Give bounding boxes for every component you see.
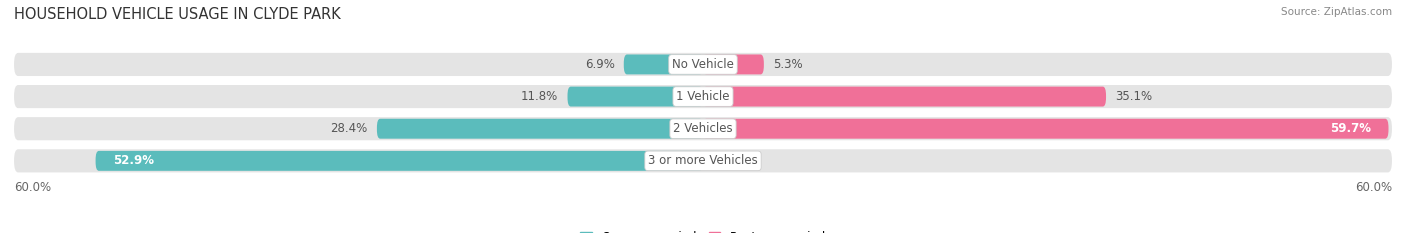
FancyBboxPatch shape — [96, 151, 703, 171]
FancyBboxPatch shape — [703, 87, 1107, 106]
Text: 59.7%: 59.7% — [1330, 122, 1371, 135]
FancyBboxPatch shape — [624, 55, 703, 74]
FancyBboxPatch shape — [14, 85, 1392, 108]
Legend: Owner-occupied, Renter-occupied: Owner-occupied, Renter-occupied — [575, 226, 831, 233]
Text: 0.0%: 0.0% — [713, 154, 742, 167]
Text: 1 Vehicle: 1 Vehicle — [676, 90, 730, 103]
Text: 2 Vehicles: 2 Vehicles — [673, 122, 733, 135]
Text: Source: ZipAtlas.com: Source: ZipAtlas.com — [1281, 7, 1392, 17]
FancyBboxPatch shape — [377, 119, 703, 139]
Text: 6.9%: 6.9% — [585, 58, 614, 71]
Text: 52.9%: 52.9% — [112, 154, 153, 167]
FancyBboxPatch shape — [703, 119, 1389, 139]
Text: 35.1%: 35.1% — [1115, 90, 1153, 103]
FancyBboxPatch shape — [14, 53, 1392, 76]
Text: 3 or more Vehicles: 3 or more Vehicles — [648, 154, 758, 167]
Text: 28.4%: 28.4% — [330, 122, 368, 135]
FancyBboxPatch shape — [14, 149, 1392, 172]
Text: No Vehicle: No Vehicle — [672, 58, 734, 71]
Text: 60.0%: 60.0% — [14, 181, 51, 194]
Text: 5.3%: 5.3% — [773, 58, 803, 71]
FancyBboxPatch shape — [14, 117, 1392, 140]
Text: HOUSEHOLD VEHICLE USAGE IN CLYDE PARK: HOUSEHOLD VEHICLE USAGE IN CLYDE PARK — [14, 7, 340, 22]
FancyBboxPatch shape — [703, 55, 763, 74]
Text: 11.8%: 11.8% — [522, 90, 558, 103]
Text: 60.0%: 60.0% — [1355, 181, 1392, 194]
FancyBboxPatch shape — [568, 87, 703, 106]
